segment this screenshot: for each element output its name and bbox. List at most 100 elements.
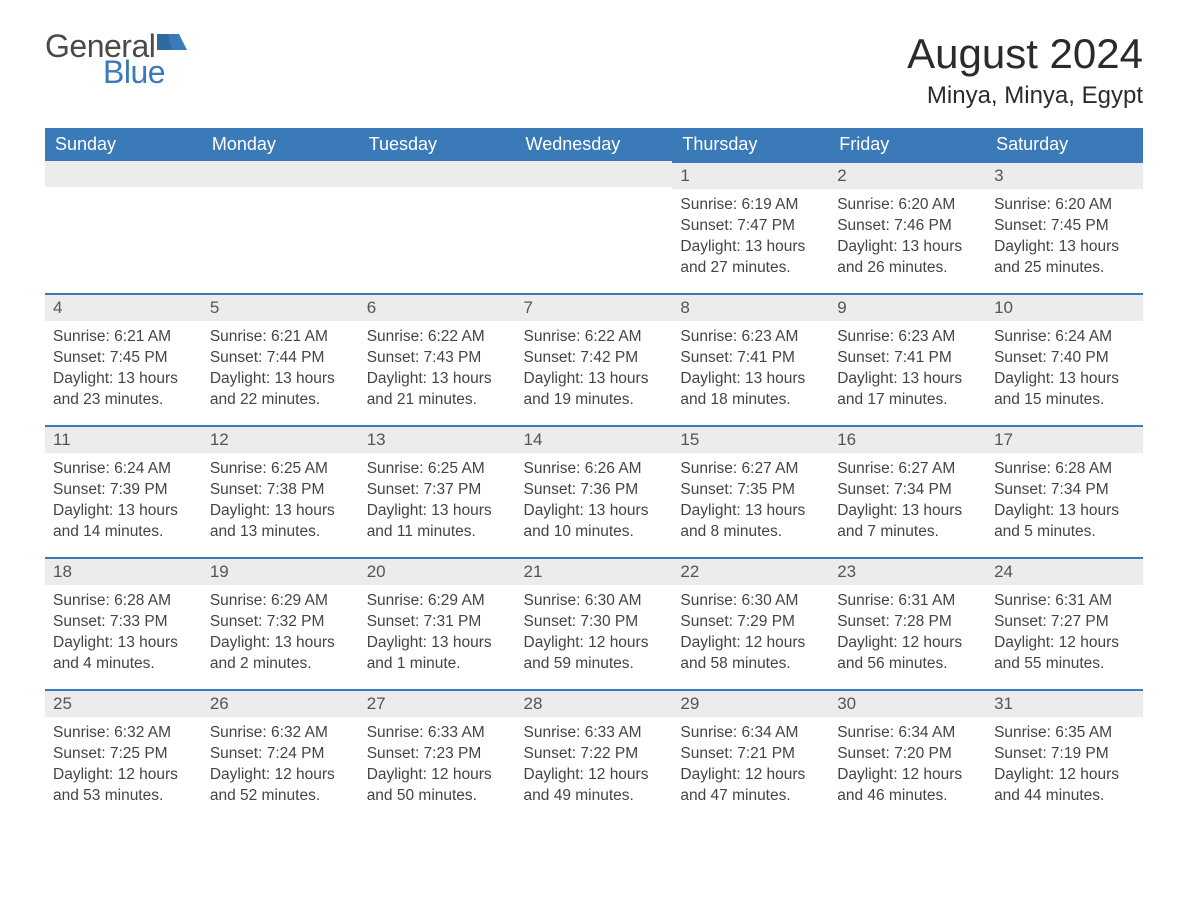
- sunrise-text: Sunrise: 6:22 AM: [367, 327, 508, 348]
- daylight-text: Daylight: 12 hours and 49 minutes.: [524, 765, 665, 807]
- day-content: Sunrise: 6:33 AMSunset: 7:22 PMDaylight:…: [516, 717, 673, 811]
- sunset-text: Sunset: 7:44 PM: [210, 348, 351, 369]
- sunrise-text: Sunrise: 6:29 AM: [367, 591, 508, 612]
- day-content: Sunrise: 6:22 AMSunset: 7:42 PMDaylight:…: [516, 321, 673, 415]
- day-content: Sunrise: 6:19 AMSunset: 7:47 PMDaylight:…: [672, 189, 829, 283]
- col-header-wednesday: Wednesday: [516, 128, 673, 161]
- day-number: 2: [829, 161, 986, 189]
- day-cell: 22Sunrise: 6:30 AMSunset: 7:29 PMDayligh…: [672, 557, 829, 689]
- day-number: 17: [986, 425, 1143, 453]
- day-cell: [45, 161, 202, 293]
- sunrise-text: Sunrise: 6:19 AM: [680, 195, 821, 216]
- day-content: Sunrise: 6:24 AMSunset: 7:40 PMDaylight:…: [986, 321, 1143, 415]
- sunrise-text: Sunrise: 6:24 AM: [994, 327, 1135, 348]
- page-title: August 2024: [907, 30, 1143, 78]
- daylight-text: Daylight: 12 hours and 47 minutes.: [680, 765, 821, 807]
- sunrise-text: Sunrise: 6:21 AM: [210, 327, 351, 348]
- daylight-text: Daylight: 13 hours and 14 minutes.: [53, 501, 194, 543]
- calendar-table: Sunday Monday Tuesday Wednesday Thursday…: [45, 128, 1143, 821]
- day-number: 9: [829, 293, 986, 321]
- sunset-text: Sunset: 7:34 PM: [994, 480, 1135, 501]
- day-number: 11: [45, 425, 202, 453]
- sunset-text: Sunset: 7:36 PM: [524, 480, 665, 501]
- day-content: Sunrise: 6:34 AMSunset: 7:21 PMDaylight:…: [672, 717, 829, 811]
- sunrise-text: Sunrise: 6:20 AM: [994, 195, 1135, 216]
- day-content: Sunrise: 6:30 AMSunset: 7:30 PMDaylight:…: [516, 585, 673, 679]
- day-content: Sunrise: 6:34 AMSunset: 7:20 PMDaylight:…: [829, 717, 986, 811]
- sunset-text: Sunset: 7:45 PM: [994, 216, 1135, 237]
- day-content: Sunrise: 6:31 AMSunset: 7:28 PMDaylight:…: [829, 585, 986, 679]
- sunrise-text: Sunrise: 6:29 AM: [210, 591, 351, 612]
- day-content: Sunrise: 6:32 AMSunset: 7:25 PMDaylight:…: [45, 717, 202, 811]
- day-number: 20: [359, 557, 516, 585]
- day-number: 30: [829, 689, 986, 717]
- day-content: Sunrise: 6:25 AMSunset: 7:38 PMDaylight:…: [202, 453, 359, 547]
- day-cell: 1Sunrise: 6:19 AMSunset: 7:47 PMDaylight…: [672, 161, 829, 293]
- title-block: August 2024 Minya, Minya, Egypt: [907, 30, 1143, 110]
- sunrise-text: Sunrise: 6:24 AM: [53, 459, 194, 480]
- day-number: 22: [672, 557, 829, 585]
- sunrise-text: Sunrise: 6:23 AM: [837, 327, 978, 348]
- daylight-text: Daylight: 13 hours and 23 minutes.: [53, 369, 194, 411]
- sunset-text: Sunset: 7:23 PM: [367, 744, 508, 765]
- daylight-text: Daylight: 12 hours and 58 minutes.: [680, 633, 821, 675]
- day-content: Sunrise: 6:27 AMSunset: 7:35 PMDaylight:…: [672, 453, 829, 547]
- sunset-text: Sunset: 7:46 PM: [837, 216, 978, 237]
- day-number: 18: [45, 557, 202, 585]
- sunrise-text: Sunrise: 6:25 AM: [210, 459, 351, 480]
- daylight-text: Daylight: 12 hours and 50 minutes.: [367, 765, 508, 807]
- sunrise-text: Sunrise: 6:23 AM: [680, 327, 821, 348]
- day-number: 23: [829, 557, 986, 585]
- daylight-text: Daylight: 13 hours and 4 minutes.: [53, 633, 194, 675]
- day-number: 28: [516, 689, 673, 717]
- day-number: 16: [829, 425, 986, 453]
- sunrise-text: Sunrise: 6:30 AM: [680, 591, 821, 612]
- daylight-text: Daylight: 13 hours and 27 minutes.: [680, 237, 821, 279]
- day-cell: 31Sunrise: 6:35 AMSunset: 7:19 PMDayligh…: [986, 689, 1143, 821]
- daylight-text: Daylight: 13 hours and 11 minutes.: [367, 501, 508, 543]
- col-header-monday: Monday: [202, 128, 359, 161]
- sunset-text: Sunset: 7:24 PM: [210, 744, 351, 765]
- sunset-text: Sunset: 7:20 PM: [837, 744, 978, 765]
- daylight-text: Daylight: 13 hours and 21 minutes.: [367, 369, 508, 411]
- day-content: Sunrise: 6:21 AMSunset: 7:45 PMDaylight:…: [45, 321, 202, 415]
- sunset-text: Sunset: 7:40 PM: [994, 348, 1135, 369]
- daylight-text: Daylight: 12 hours and 52 minutes.: [210, 765, 351, 807]
- daylight-text: Daylight: 12 hours and 59 minutes.: [524, 633, 665, 675]
- day-number: 31: [986, 689, 1143, 717]
- day-cell: 25Sunrise: 6:32 AMSunset: 7:25 PMDayligh…: [45, 689, 202, 821]
- day-number: 5: [202, 293, 359, 321]
- day-number: 21: [516, 557, 673, 585]
- day-content: Sunrise: 6:31 AMSunset: 7:27 PMDaylight:…: [986, 585, 1143, 679]
- day-content: Sunrise: 6:21 AMSunset: 7:44 PMDaylight:…: [202, 321, 359, 415]
- daylight-text: Daylight: 13 hours and 25 minutes.: [994, 237, 1135, 279]
- location-label: Minya, Minya, Egypt: [907, 82, 1143, 110]
- day-cell: 18Sunrise: 6:28 AMSunset: 7:33 PMDayligh…: [45, 557, 202, 689]
- day-content: Sunrise: 6:20 AMSunset: 7:45 PMDaylight:…: [986, 189, 1143, 283]
- sunset-text: Sunset: 7:34 PM: [837, 480, 978, 501]
- sunset-text: Sunset: 7:42 PM: [524, 348, 665, 369]
- day-cell: 4Sunrise: 6:21 AMSunset: 7:45 PMDaylight…: [45, 293, 202, 425]
- sunrise-text: Sunrise: 6:27 AM: [680, 459, 821, 480]
- sunset-text: Sunset: 7:22 PM: [524, 744, 665, 765]
- sunset-text: Sunset: 7:39 PM: [53, 480, 194, 501]
- header: General Blue August 2024 Minya, Minya, E…: [45, 30, 1143, 110]
- day-cell: [202, 161, 359, 293]
- sunset-text: Sunset: 7:41 PM: [837, 348, 978, 369]
- sunset-text: Sunset: 7:28 PM: [837, 612, 978, 633]
- sunset-text: Sunset: 7:47 PM: [680, 216, 821, 237]
- daylight-text: Daylight: 12 hours and 55 minutes.: [994, 633, 1135, 675]
- daylight-text: Daylight: 12 hours and 44 minutes.: [994, 765, 1135, 807]
- sunrise-text: Sunrise: 6:34 AM: [680, 723, 821, 744]
- week-row: 11Sunrise: 6:24 AMSunset: 7:39 PMDayligh…: [45, 425, 1143, 557]
- week-row: 25Sunrise: 6:32 AMSunset: 7:25 PMDayligh…: [45, 689, 1143, 821]
- sunset-text: Sunset: 7:37 PM: [367, 480, 508, 501]
- sunrise-text: Sunrise: 6:28 AM: [994, 459, 1135, 480]
- sunset-text: Sunset: 7:45 PM: [53, 348, 194, 369]
- col-header-sunday: Sunday: [45, 128, 202, 161]
- daylight-text: Daylight: 12 hours and 53 minutes.: [53, 765, 194, 807]
- sunrise-text: Sunrise: 6:28 AM: [53, 591, 194, 612]
- day-cell: 7Sunrise: 6:22 AMSunset: 7:42 PMDaylight…: [516, 293, 673, 425]
- day-cell: [359, 161, 516, 293]
- col-header-saturday: Saturday: [986, 128, 1143, 161]
